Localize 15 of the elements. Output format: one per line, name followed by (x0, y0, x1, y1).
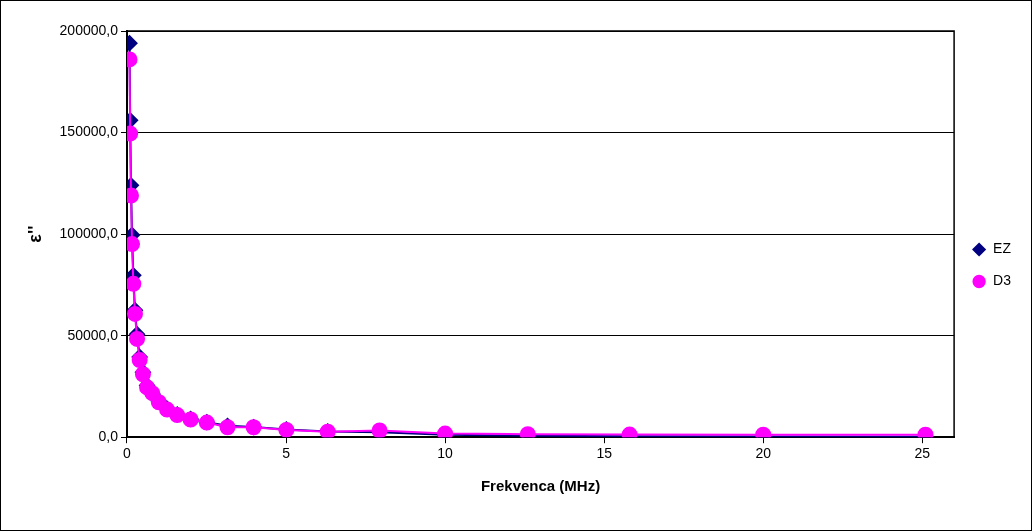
y-tick-label: 100000,0 (59, 224, 119, 241)
y-axis-title: ε'' (24, 225, 45, 243)
x-tick-label: 5 (282, 445, 291, 462)
x-tick-label: 20 (755, 445, 772, 462)
x-axis-title: Frekvenca (MHz) (480, 477, 601, 495)
x-tick-label: 10 (437, 445, 454, 462)
legend-label: D3 (993, 272, 1012, 289)
y-tick-label: 50000,0 (67, 326, 119, 343)
y-tick-label: 150000,0 (59, 123, 119, 140)
x-tick-label: 25 (914, 445, 931, 462)
y-tick-label: 0,0 (98, 428, 119, 445)
x-tick-label: 15 (596, 445, 613, 462)
x-tick-label: 0 (123, 445, 132, 462)
legend-label: EZ (993, 240, 1012, 257)
y-tick-label: 200000,0 (59, 21, 119, 38)
